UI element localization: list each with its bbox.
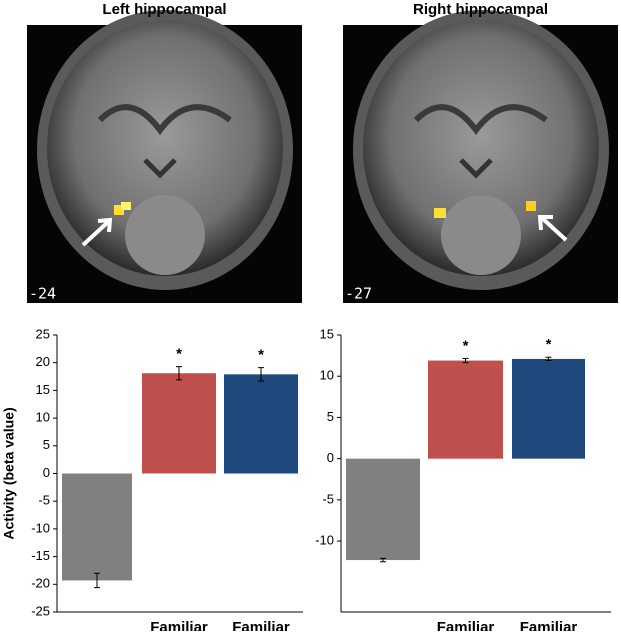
- significance-marker: *: [176, 346, 182, 363]
- y-tick-label: 5: [327, 409, 334, 424]
- y-tick-label: -20: [31, 576, 50, 591]
- y-tick-label: -5: [322, 491, 334, 506]
- bar: [512, 358, 585, 459]
- significance-marker: *: [463, 337, 469, 354]
- brain-image-left: [27, 10, 302, 303]
- x-tick-label: Familiar: [150, 619, 208, 631]
- y-tick-label: -25: [31, 603, 50, 618]
- y-tick-label: 0: [327, 450, 334, 465]
- chart-title: Left hippocampal: [102, 1, 226, 18]
- chart-title: Right hippocampal: [413, 1, 548, 18]
- bar: [142, 373, 216, 474]
- y-tick-label: 25: [36, 326, 50, 341]
- y-tick-label: 15: [320, 326, 334, 341]
- y-tick-label: -15: [31, 548, 50, 563]
- y-tick-label: 10: [36, 410, 50, 425]
- y-tick-label: 10: [320, 368, 334, 383]
- y-tick-label: 20: [36, 354, 50, 369]
- error-bar: [258, 367, 264, 382]
- x-tick-label: Familiar: [232, 619, 290, 631]
- y-tick-label: 0: [43, 465, 50, 480]
- error-bar: [545, 356, 552, 362]
- y-tick-label: -10: [315, 533, 334, 548]
- x-tick-label: Familiar: [437, 619, 495, 631]
- bar: [346, 458, 420, 561]
- slice-label: -27: [345, 285, 372, 303]
- error-bar: [462, 357, 469, 364]
- bar: [62, 473, 132, 581]
- y-tick-label: -5: [38, 493, 50, 508]
- y-tick-label: 5: [43, 437, 50, 452]
- error-bar: [380, 557, 386, 563]
- y-tick-label: -10: [31, 520, 50, 535]
- y-tick-label: 15: [36, 382, 50, 397]
- slice-label: -24: [29, 285, 56, 303]
- significance-marker: *: [546, 336, 552, 353]
- significance-marker: *: [258, 347, 264, 364]
- x-tick-label: Familiar: [520, 619, 578, 631]
- error-bar: [176, 366, 182, 381]
- bar: [224, 374, 298, 474]
- error-bar: [94, 572, 100, 589]
- bar: [428, 360, 503, 459]
- y-axis-label: Activity (beta value): [1, 407, 17, 539]
- brain-image-right: [343, 10, 618, 303]
